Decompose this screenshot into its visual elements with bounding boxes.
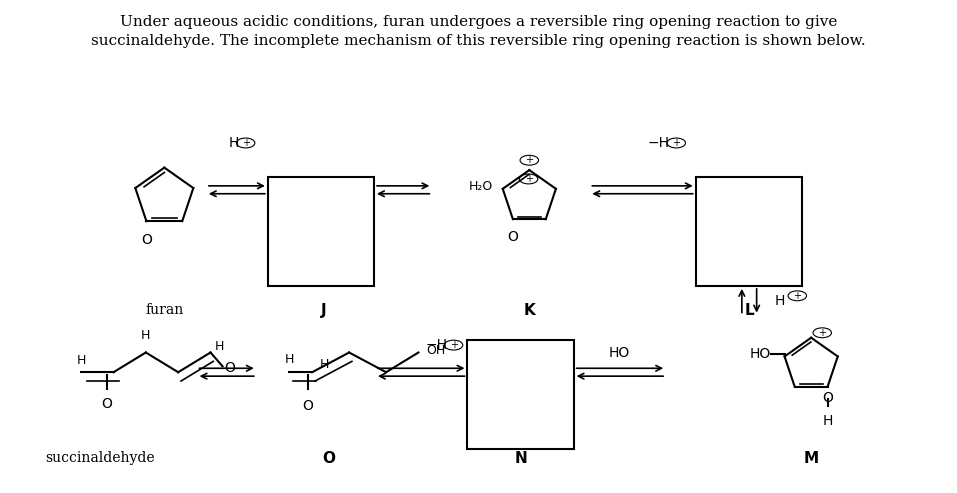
Text: +: + xyxy=(524,174,533,184)
Text: H₂O: H₂O xyxy=(469,180,494,193)
Text: +: + xyxy=(450,340,457,350)
Text: H: H xyxy=(77,354,86,367)
Text: H: H xyxy=(320,358,329,371)
Text: H: H xyxy=(822,414,833,428)
Text: −H: −H xyxy=(426,339,448,352)
Text: furan: furan xyxy=(145,303,184,317)
Text: HO: HO xyxy=(749,347,770,361)
Text: H: H xyxy=(284,353,294,366)
Text: H: H xyxy=(215,340,225,353)
Text: L: L xyxy=(745,303,754,318)
Text: +: + xyxy=(241,138,250,148)
FancyBboxPatch shape xyxy=(467,340,573,449)
Text: M: M xyxy=(804,451,819,466)
Text: J: J xyxy=(322,303,327,318)
Text: succinaldehyde: succinaldehyde xyxy=(45,451,154,465)
Text: OH: OH xyxy=(426,344,445,356)
Text: +: + xyxy=(672,138,680,148)
Text: +: + xyxy=(818,328,826,338)
Text: O: O xyxy=(507,230,519,244)
Text: −H: −H xyxy=(648,137,670,150)
Text: K: K xyxy=(523,303,535,318)
Text: +: + xyxy=(525,155,533,165)
Text: H: H xyxy=(141,329,150,342)
Text: H: H xyxy=(229,137,239,150)
Text: H: H xyxy=(774,294,785,308)
Text: HO: HO xyxy=(609,346,630,360)
Text: O: O xyxy=(302,399,313,413)
Text: O: O xyxy=(224,361,235,375)
Text: N: N xyxy=(515,451,527,466)
Text: +: + xyxy=(793,291,801,301)
Text: Under aqueous acidic conditions, furan undergoes a reversible ring opening react: Under aqueous acidic conditions, furan u… xyxy=(91,15,866,48)
Text: O: O xyxy=(822,390,833,405)
Text: O: O xyxy=(101,397,113,411)
Text: O: O xyxy=(141,234,152,247)
FancyBboxPatch shape xyxy=(696,177,802,286)
FancyBboxPatch shape xyxy=(268,177,374,286)
Text: O: O xyxy=(323,451,335,466)
